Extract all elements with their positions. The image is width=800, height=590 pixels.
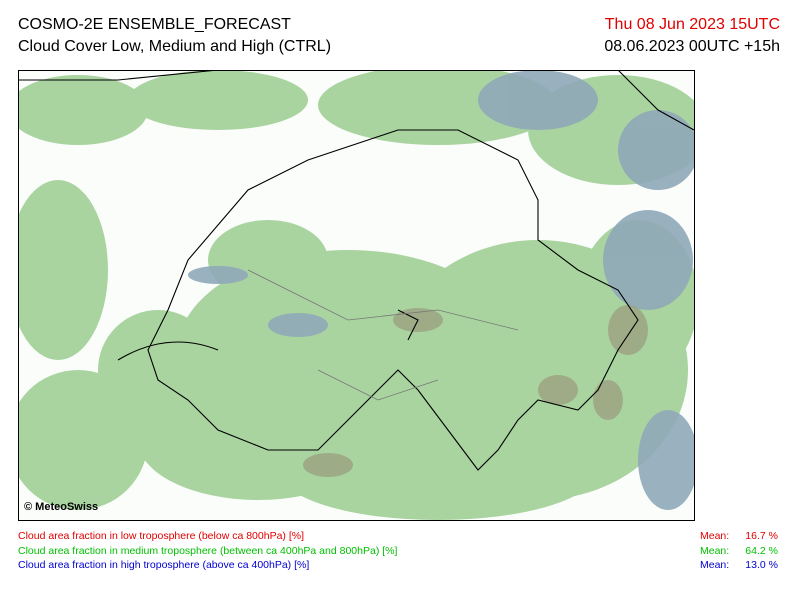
- map: © MeteoSwiss: [18, 70, 695, 520]
- map-frame: [18, 70, 695, 521]
- legend-label: Cloud area fraction in medium tropospher…: [18, 544, 398, 557]
- legend-mean: 16.7 %: [745, 530, 778, 542]
- high-cloud: [188, 70, 695, 510]
- regions: [247, 269, 519, 401]
- subtitle: Cloud Cover Low, Medium and High (CTRL): [18, 38, 332, 55]
- run-time: 08.06.2023 00UTC +15h: [604, 38, 780, 55]
- copyright: © MeteoSwiss: [24, 501, 98, 513]
- legend-mean: 13.0 %: [745, 559, 778, 571]
- legend-mean: 64.2 %: [745, 544, 778, 557]
- low-cloud: [303, 305, 648, 477]
- legend-mean-label: Mean:: [700, 559, 730, 571]
- legend-mean-label: Mean:: [700, 544, 730, 557]
- borders: [18, 70, 695, 471]
- valid-time: Thu 08 Jun 2023 15UTC: [604, 16, 780, 33]
- legend-mean-label: Mean:: [700, 530, 730, 542]
- legend-label: Cloud area fraction in high troposphere …: [18, 559, 310, 571]
- legend-label: Cloud area fraction in low troposphere (…: [18, 530, 304, 542]
- title: COSMO-2E ENSEMBLE_FORECAST: [18, 16, 291, 33]
